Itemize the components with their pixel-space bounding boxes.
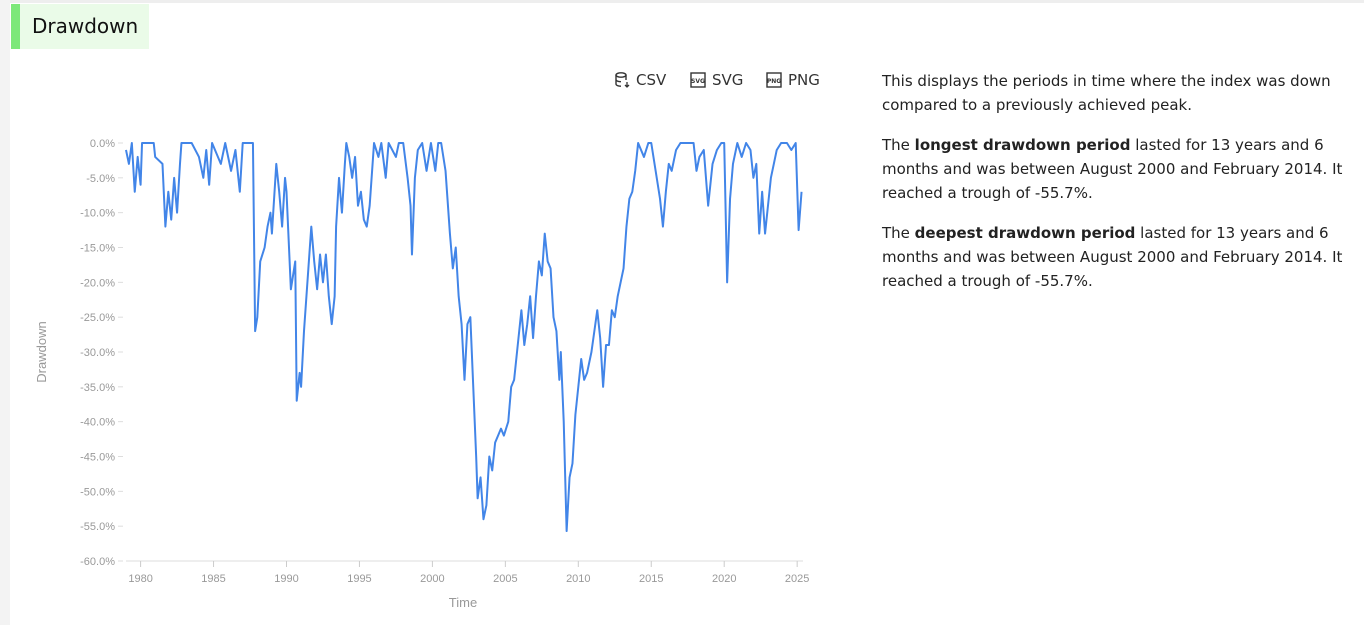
x-tick-label: 2020 [712,573,736,585]
y-tick-label: -25.0% [80,312,115,324]
text: The [882,224,915,242]
longest-paragraph: The longest drawdown period lasted for 1… [882,133,1352,205]
emphasis: deepest drawdown period [914,224,1136,242]
deepest-paragraph: The deepest drawdown period lasted for 1… [882,221,1352,293]
text: lasted for 13 years and 6 months and was… [882,224,1343,290]
text: The [882,136,915,154]
left-strip [0,0,10,625]
x-tick-label: 2005 [493,573,517,585]
x-tick-label: 2015 [639,573,663,585]
x-tick-label: 2000 [420,573,444,585]
y-tick-label: -50.0% [80,486,115,498]
svg-text:SVG: SVG [691,78,705,85]
header-title: Drawdown [32,14,139,38]
csv-button[interactable]: CSV [614,71,666,89]
x-tick-label: 1990 [274,573,298,585]
y-tick-label: -20.0% [80,277,115,289]
x-tick-label: 2010 [566,573,590,585]
drawdown-line [125,142,803,533]
svg-button[interactable]: SVG SVG [690,71,743,89]
y-tick-label: -60.0% [80,556,115,568]
y-tick-label: -55.0% [80,521,115,533]
x-tick-label: 1980 [128,573,152,585]
y-tick-label: -40.0% [80,417,115,429]
y-tick-label: -15.0% [80,243,115,255]
description: This displays the periods in time where … [882,69,1352,309]
intro: This displays the periods in time where … [882,72,1331,114]
csv-icon [615,72,630,88]
svg-label: SVG [712,71,744,89]
y-tick-label: 0.0% [90,138,115,150]
x-tick-label: 2025 [785,573,809,585]
chart: Time Drawdown -60.0% -55.0% -50.0% -45.0% -4… [34,138,809,610]
header: Drawdown [11,4,149,49]
x-axis-label: Time [449,595,477,610]
header-accent [11,4,20,49]
x-tick-label: 1985 [201,573,225,585]
emphasis: longest drawdown period [914,136,1131,154]
y-tick-label: -35.0% [80,382,115,394]
y-tick-label: -30.0% [80,347,115,359]
svg-icon: SVG [690,72,706,88]
svg-text:PNG: PNG [767,78,781,85]
y-tick-label: -10.0% [80,208,115,220]
png-icon: PNG [766,72,782,88]
x-tick-label: 1995 [347,573,371,585]
csv-label: CSV [636,71,667,89]
y-tick-label: -45.0% [80,452,115,464]
png-label: PNG [788,71,820,89]
top-strip [0,0,1364,3]
y-axis-label: Drawdown [34,321,49,382]
y-tick-label: -5.0% [86,173,115,185]
text: lasted for 13 years and 6 months and was… [882,136,1343,202]
png-button[interactable]: PNG PNG [766,71,820,89]
